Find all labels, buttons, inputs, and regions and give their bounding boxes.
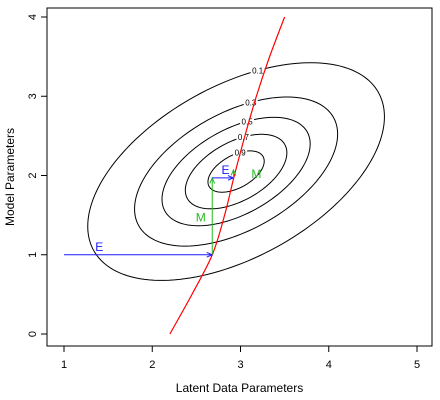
m-step-label: M xyxy=(251,167,261,181)
red-curve-group xyxy=(169,16,286,335)
plot-frame xyxy=(46,7,433,347)
arrow-head xyxy=(230,168,237,176)
x-axis-label: Latent Data Parameters xyxy=(176,381,303,395)
contour-label: 0.7 xyxy=(238,133,250,142)
contour-label-bg xyxy=(243,97,258,107)
arrow-head xyxy=(227,175,235,181)
y-tick-label: 3 xyxy=(27,93,39,99)
e-step-label: E xyxy=(95,240,103,254)
contour-0-3 xyxy=(134,96,339,247)
contour-label-bg xyxy=(240,116,255,126)
y-tick-label: 1 xyxy=(27,252,39,258)
y-axis-label: Model Parameters xyxy=(3,128,17,226)
contour-0-7 xyxy=(184,133,288,210)
x-tick-label: 5 xyxy=(414,359,420,371)
contour-label-bg xyxy=(236,131,251,141)
e-step-label: E xyxy=(221,163,229,177)
y-tick-label: 0 xyxy=(27,331,39,337)
contour-label: 0.1 xyxy=(252,67,264,76)
contour-label: 0.5 xyxy=(242,117,254,126)
y-tick-label: 2 xyxy=(27,172,39,178)
x-tick-label: 3 xyxy=(237,359,243,371)
em-path-group: E M E M xyxy=(64,163,261,258)
x-tick-label: 2 xyxy=(149,359,155,371)
axes-group: 1 2 3 4 5 0 1 2 3 4 xyxy=(27,14,420,371)
contour-label: 0.3 xyxy=(245,98,257,107)
red-curve xyxy=(169,16,286,335)
x-tick-label: 4 xyxy=(326,359,332,371)
contour-group: 0.90.70.50.30.1 xyxy=(87,62,385,281)
m-step-label: M xyxy=(196,210,206,224)
contour-label-bg xyxy=(250,65,265,75)
x-tick-label: 1 xyxy=(61,359,67,371)
contour-0-1 xyxy=(87,62,385,281)
y-tick-label: 4 xyxy=(27,14,39,20)
contour-0-5 xyxy=(161,116,311,227)
